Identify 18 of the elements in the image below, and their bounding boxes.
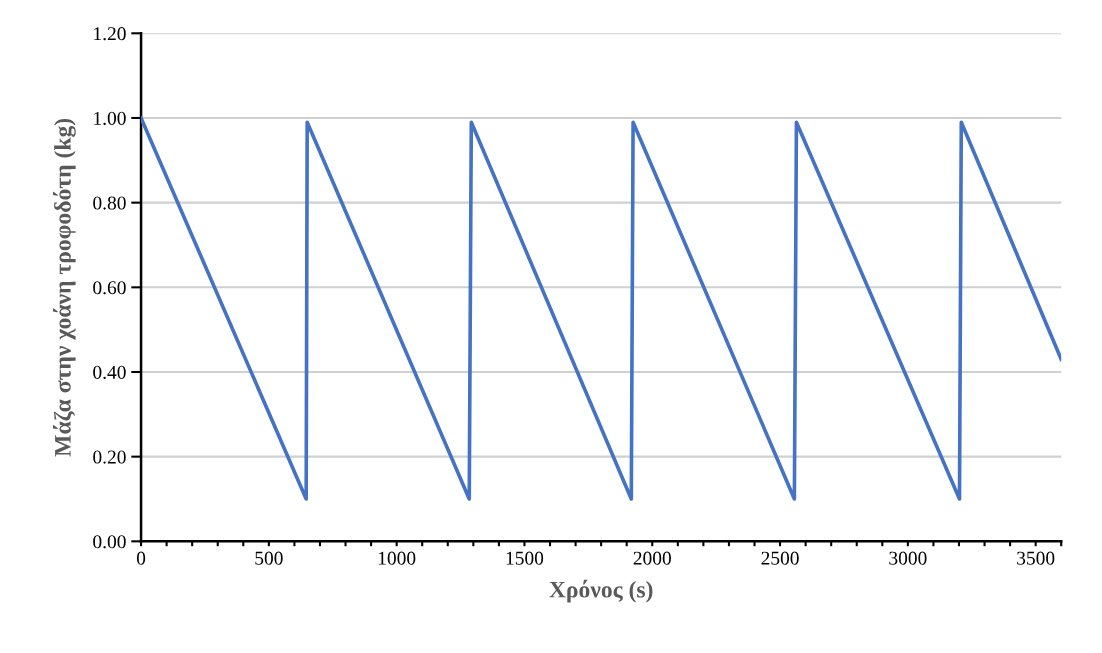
y-tick-label: 0.40 [93,365,126,380]
y-tick-label: 0.60 [93,281,126,295]
y-tick-label: 1.00 [94,111,126,125]
y-tick-label: 0.00 [93,535,126,549]
y-tick-label: 1.20 [94,27,126,41]
x-tick-label: 3000 [889,551,927,565]
x-tick-label: 500 [255,551,283,565]
line-series [141,116,1062,501]
x-tick-label: 1000 [378,551,416,565]
y-axis-title: Μάζα στην χοάνη τροφοδότη (kg) [53,118,76,457]
y-tick-label: 0.80 [93,196,126,210]
x-tick-label: 0 [136,551,146,565]
x-tick-label: 1500 [506,551,544,565]
x-tick-label: 2500 [761,551,799,565]
y-tick-label: 0.20 [93,450,126,464]
x-tick-label: 3500 [1017,551,1055,565]
x-tick-label: 2000 [633,551,671,565]
x-axis-title: Χρόνος (s) [549,579,653,603]
